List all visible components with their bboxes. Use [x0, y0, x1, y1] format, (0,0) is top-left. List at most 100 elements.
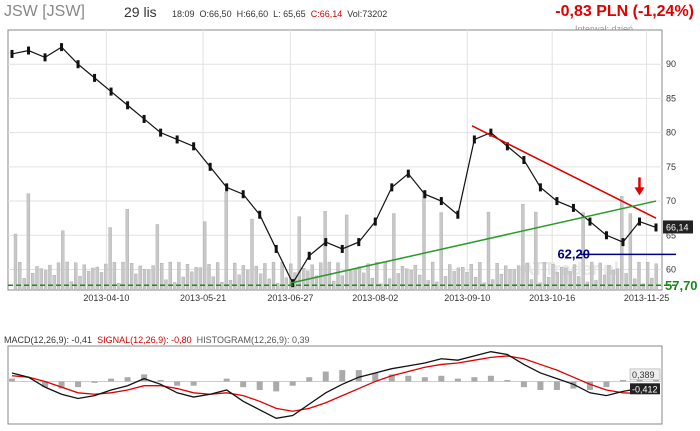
- volume-bar: [327, 261, 332, 291]
- volume-bar: [456, 267, 461, 291]
- volume-bar: [190, 271, 194, 291]
- volume-bar: [448, 264, 452, 291]
- volume-bar: [405, 268, 409, 291]
- volume-bar: [258, 273, 263, 291]
- price-candle: [489, 128, 493, 137]
- macd-histogram-bar: [141, 374, 148, 382]
- price-candle: [472, 135, 476, 144]
- volume-bar: [220, 282, 224, 291]
- volume-bar: [512, 269, 516, 291]
- price-candle: [27, 46, 31, 55]
- macd-histogram-bar: [471, 377, 478, 382]
- macd-tag-hist: [629, 368, 661, 381]
- y-tick-label: 65: [666, 230, 676, 240]
- volume-bar: [461, 267, 465, 291]
- volume-bar: [538, 282, 542, 291]
- macd-histogram-bar: [388, 374, 395, 382]
- volume-bar: [306, 270, 310, 291]
- volume-bar: [486, 211, 491, 291]
- price-candle: [604, 231, 608, 240]
- volume-bar: [602, 274, 607, 291]
- macd-histogram-bar: [322, 371, 329, 382]
- volume-bar: [375, 262, 379, 291]
- high-value: H:66,60: [236, 9, 269, 19]
- volume-bar: [134, 273, 138, 291]
- level-label-57: 57,70: [665, 278, 698, 293]
- price-candle: [637, 217, 641, 226]
- price-candle: [159, 128, 163, 137]
- volume-bar: [504, 265, 508, 291]
- volume-bar: [551, 263, 555, 291]
- volume-bar: [396, 273, 400, 291]
- quote-time: 18:09: [172, 9, 195, 19]
- volume-bar: [495, 263, 499, 291]
- macd-histogram-bar: [174, 381, 181, 386]
- y-tick-label: 80: [666, 128, 676, 138]
- macd-histogram-bar: [256, 381, 263, 390]
- current-price-label: 66,14: [666, 222, 689, 232]
- volume-bar: [577, 276, 581, 291]
- volume-bar: [99, 272, 104, 291]
- y-tick-label: 75: [666, 162, 676, 172]
- macd-tag-hist-label: 0,389: [632, 370, 655, 380]
- price-change: -0,83 PLN (-1,24%): [555, 3, 694, 20]
- volume-bar: [409, 270, 413, 291]
- macd-histogram-bar: [537, 381, 544, 390]
- volume-bar: [203, 221, 207, 291]
- volume-bar: [86, 270, 91, 291]
- volume-bar: [194, 267, 198, 291]
- volume-bar: [125, 209, 129, 291]
- price-candle: [373, 217, 377, 226]
- macd-histogram-bar: [586, 381, 593, 390]
- volume-bar: [641, 283, 645, 291]
- volume-bar: [564, 267, 568, 291]
- volume-bar: [91, 267, 95, 291]
- volume-bar: [112, 262, 117, 291]
- macd-histogram-bar: [190, 381, 197, 386]
- volume-value: Vol:73202: [347, 9, 388, 19]
- volume-bar: [478, 262, 482, 291]
- price-candle: [10, 49, 14, 58]
- volume-bar: [581, 212, 585, 291]
- volume-bar: [276, 283, 280, 291]
- price-candle: [258, 210, 262, 219]
- ohlc-readout: 18:09 O:66,50 H:66,60 L: 65,65 C:66,14 V…: [172, 9, 387, 19]
- volume-bar: [82, 264, 86, 291]
- volume-bar: [56, 262, 61, 291]
- volume-bar: [645, 262, 650, 291]
- macd-panel: [7, 345, 663, 425]
- price-candle: [175, 135, 179, 144]
- volume-bar: [392, 213, 396, 291]
- volume-bar: [525, 263, 529, 291]
- volume-bar: [284, 277, 289, 291]
- volume-bar: [314, 275, 319, 291]
- volume-bar: [633, 278, 637, 291]
- price-candle: [43, 53, 47, 62]
- macd-histogram-bar: [157, 380, 164, 382]
- volume-bar: [443, 276, 448, 291]
- price-candle: [456, 210, 460, 219]
- macd-histogram-bar: [124, 377, 131, 382]
- volume-bar: [61, 230, 65, 291]
- macd-legend-signal: SIGNAL(12,26,9): -0,80: [97, 335, 192, 345]
- volume-bar: [357, 266, 362, 291]
- signal-line: [11, 355, 657, 412]
- volume-bar: [121, 261, 125, 291]
- price-candle: [439, 197, 443, 206]
- macd-histogram-bar: [91, 381, 98, 383]
- volume-bar: [177, 262, 181, 291]
- macd-histogram-bar: [454, 378, 461, 382]
- volume-bar: [323, 211, 327, 291]
- volume-bar: [370, 277, 375, 291]
- price-candle: [307, 251, 311, 260]
- volume-bar: [349, 270, 353, 291]
- macd-histogram-bar: [9, 378, 15, 382]
- price-candle: [192, 142, 196, 151]
- volume-bar: [211, 276, 215, 291]
- arrow-head-icon: [634, 187, 645, 196]
- price-candle: [588, 217, 592, 226]
- y-tick-label: 90: [666, 59, 676, 69]
- volume-bar: [555, 271, 559, 291]
- volume-bar: [224, 191, 228, 291]
- level-label-62: 62,20: [557, 246, 590, 261]
